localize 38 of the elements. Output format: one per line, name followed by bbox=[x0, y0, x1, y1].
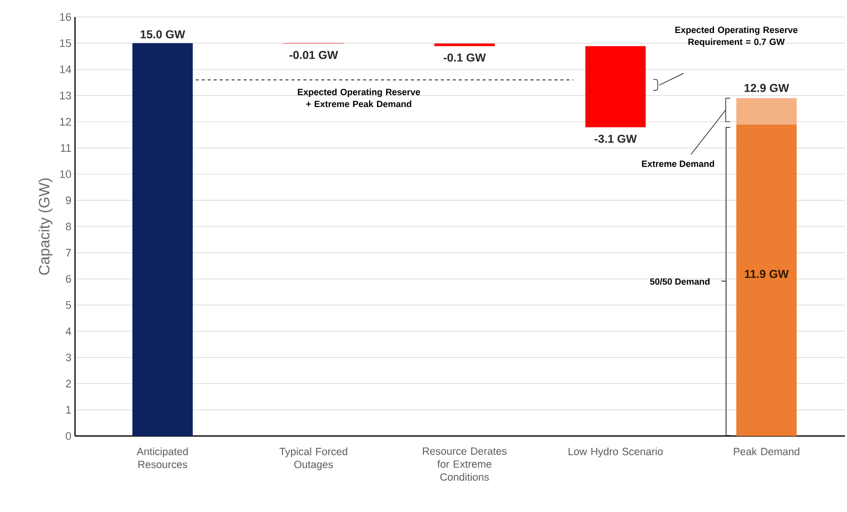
data-label: 15.0 GW bbox=[140, 30, 186, 38]
bar bbox=[585, 46, 646, 128]
x-tick-label: Anticipated Resources bbox=[136, 448, 188, 468]
y-tick-label: 5 bbox=[66, 301, 72, 309]
data-label: 11.9 GW bbox=[744, 270, 789, 278]
bar bbox=[736, 98, 797, 124]
y-tick-label: 7 bbox=[66, 248, 71, 256]
bar bbox=[434, 43, 495, 46]
y-tick-label: 4 bbox=[66, 327, 72, 336]
bar bbox=[132, 43, 193, 436]
y-tick-label: 3 bbox=[66, 354, 71, 362]
x-tick-label: Typical Forced Outages bbox=[279, 448, 348, 470]
y-tick-label: 11 bbox=[60, 144, 71, 152]
y-tick-label: 8 bbox=[66, 222, 71, 230]
annotation: 50/50 Demand bbox=[650, 278, 710, 285]
total-label: 12.9 GW bbox=[744, 84, 790, 92]
y-tick-label: 6 bbox=[66, 275, 71, 283]
y-tick-label: 14 bbox=[60, 66, 72, 74]
x-tick-label: Low Hydro Scenario bbox=[568, 448, 663, 458]
ref-line-label: Expected Operating Reserve + Extreme Peak Demand bbox=[298, 88, 420, 108]
x-tick-label: Resource Derates for Extreme Conditions bbox=[422, 448, 507, 481]
data-label: -0.01 GW bbox=[289, 50, 338, 59]
x-tick-label: Peak Demand bbox=[734, 448, 800, 456]
y-tick-label: 12 bbox=[60, 118, 71, 126]
data-label: -0.1 GW bbox=[444, 54, 486, 62]
y-tick-label: 10 bbox=[60, 170, 72, 178]
y-tick-label: 9 bbox=[66, 196, 71, 204]
y-tick-label: 2 bbox=[66, 380, 71, 388]
annotation: Expected Operating Reserve Requirement = 0.7 GW bbox=[675, 26, 798, 47]
y-tick-label: 16 bbox=[60, 13, 71, 21]
y-tick-label: 15 bbox=[60, 39, 72, 48]
bar bbox=[736, 124, 797, 436]
y-axis-title: Capacity (GW) bbox=[38, 178, 52, 275]
data-label: -3.1 GW bbox=[594, 134, 637, 143]
y-tick-label: 13 bbox=[60, 92, 71, 100]
y-tick-label: 1 bbox=[66, 406, 71, 414]
y-tick-label: 0 bbox=[66, 432, 72, 440]
annotation: Extreme Demand bbox=[642, 160, 714, 167]
